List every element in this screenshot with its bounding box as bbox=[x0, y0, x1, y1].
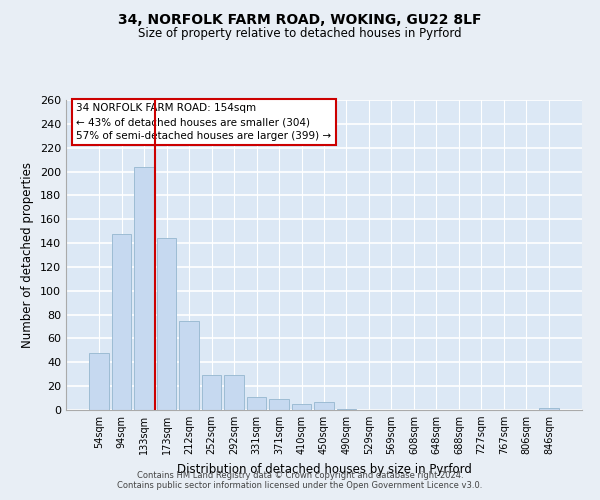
Y-axis label: Number of detached properties: Number of detached properties bbox=[22, 162, 34, 348]
Text: 34 NORFOLK FARM ROAD: 154sqm
← 43% of detached houses are smaller (304)
57% of s: 34 NORFOLK FARM ROAD: 154sqm ← 43% of de… bbox=[76, 103, 331, 141]
Bar bbox=[269, 400, 289, 410]
Bar bbox=[89, 353, 109, 410]
Bar bbox=[157, 238, 176, 410]
Bar bbox=[292, 404, 311, 410]
Bar bbox=[539, 408, 559, 410]
Bar bbox=[224, 376, 244, 410]
Bar bbox=[134, 167, 154, 410]
X-axis label: Distribution of detached houses by size in Pyrford: Distribution of detached houses by size … bbox=[176, 462, 472, 475]
Bar bbox=[247, 397, 266, 410]
Bar bbox=[179, 320, 199, 410]
Text: Size of property relative to detached houses in Pyrford: Size of property relative to detached ho… bbox=[138, 28, 462, 40]
Bar bbox=[112, 234, 131, 410]
Bar bbox=[314, 402, 334, 410]
Bar bbox=[337, 409, 356, 410]
Text: Contains HM Land Registry data © Crown copyright and database right 2024.
Contai: Contains HM Land Registry data © Crown c… bbox=[118, 470, 482, 490]
Text: 34, NORFOLK FARM ROAD, WOKING, GU22 8LF: 34, NORFOLK FARM ROAD, WOKING, GU22 8LF bbox=[118, 12, 482, 26]
Bar bbox=[202, 376, 221, 410]
